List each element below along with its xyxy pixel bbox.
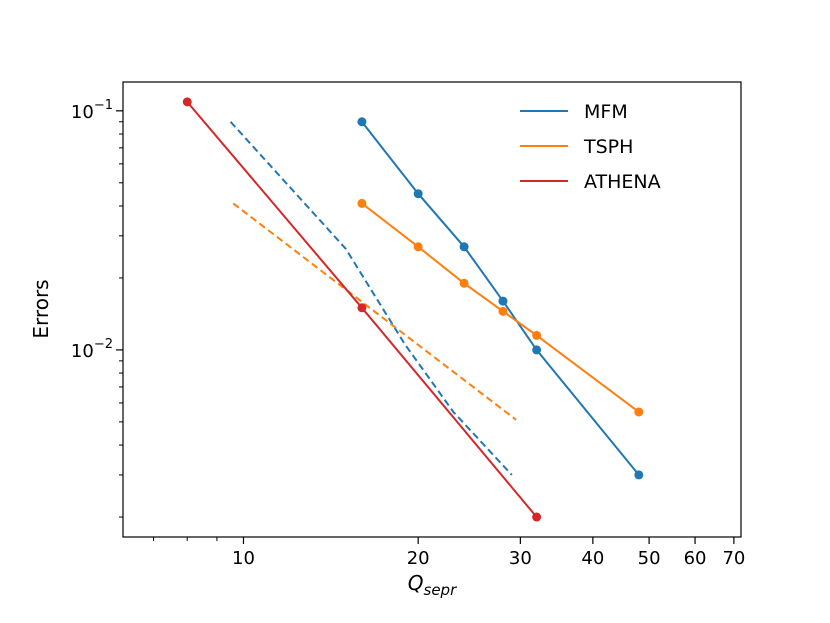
x-tick-label-10: 10	[232, 548, 255, 569]
mfm-point	[498, 296, 508, 306]
y-tick-label: 10−2	[71, 337, 113, 362]
athena-point	[532, 512, 542, 522]
x-tick-label-20: 20	[407, 548, 430, 569]
plot-area	[123, 82, 741, 537]
mfm-point	[532, 345, 542, 355]
y-tick-label-exp: −1	[94, 98, 113, 113]
y-tick-label-base: 10	[71, 341, 94, 362]
tsph-series-line	[361, 202, 640, 413]
legend-label-athena: ATHENA	[584, 171, 661, 193]
x-tick-label-60: 60	[684, 548, 707, 569]
y-tick-label-base: 10	[71, 102, 94, 123]
mfm-point	[413, 189, 423, 199]
tsph-point	[498, 306, 508, 316]
legend-label-tsph: TSPH	[583, 136, 633, 158]
tsph-point	[634, 407, 644, 417]
athena-point	[357, 303, 367, 313]
plot-frame	[122, 81, 742, 538]
x-tick-label-30: 30	[509, 548, 532, 569]
tsph-reference-line	[232, 202, 517, 421]
x-axis-title-base: Q	[408, 571, 424, 595]
y-tick-label: 10−1	[71, 98, 113, 123]
tsph-point	[532, 330, 542, 340]
x-tick-label-50: 50	[638, 548, 661, 569]
legend: MFM TSPH ATHENA	[520, 101, 661, 193]
mfm-point	[357, 117, 367, 127]
tsph-point	[357, 198, 367, 208]
mfm-point	[459, 242, 469, 252]
mfm-point	[634, 470, 644, 480]
x-tick-label-40: 40	[581, 548, 604, 569]
tsph-point	[459, 278, 469, 288]
x-axis-title-sub: sepr	[424, 581, 458, 599]
legend-label-mfm: MFM	[584, 101, 628, 123]
mfm-reference-line	[229, 121, 513, 476]
x-tick-label-70: 70	[722, 548, 745, 569]
y-tick-label-exp: −2	[94, 337, 113, 352]
mfm-series-line	[361, 121, 640, 476]
athena-point	[182, 97, 192, 107]
y-axis-title: Errors	[29, 279, 53, 338]
x-axis-title: Qsepr	[408, 571, 457, 599]
tsph-point	[413, 242, 423, 252]
